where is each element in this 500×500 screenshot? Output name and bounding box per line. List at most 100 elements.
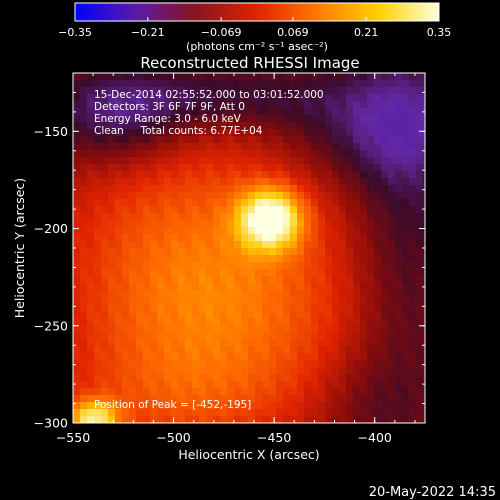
heatmap-cell <box>297 94 305 102</box>
heatmap-cell <box>388 269 396 277</box>
heatmap-cell <box>227 416 235 423</box>
heatmap-cell <box>290 388 298 396</box>
heatmap-cell <box>290 304 298 312</box>
heatmap-cell <box>87 101 95 109</box>
heatmap-cell <box>108 262 116 270</box>
heatmap-cell <box>129 402 137 410</box>
heatmap-cell <box>227 122 235 130</box>
heatmap-cell <box>304 94 312 102</box>
heatmap-cell <box>150 108 158 116</box>
heatmap-cell <box>325 213 333 221</box>
heatmap-cell <box>157 311 165 319</box>
heatmap-cell <box>402 241 410 249</box>
heatmap-cell <box>234 255 242 263</box>
heatmap-cell <box>241 402 249 410</box>
heatmap-cell <box>416 227 424 235</box>
heatmap-cell <box>136 318 144 326</box>
heatmap-cell <box>171 87 179 95</box>
heatmap-cell <box>367 255 375 263</box>
heatmap-cell <box>213 213 221 221</box>
heatmap-cell <box>262 143 270 151</box>
heatmap-cell <box>101 402 109 410</box>
heatmap-cell <box>178 234 186 242</box>
heatmap-cell <box>199 171 207 179</box>
heatmap-cell <box>157 304 165 312</box>
heatmap-cell <box>80 346 88 354</box>
heatmap-cell <box>360 206 368 214</box>
heatmap-cell <box>213 192 221 200</box>
heatmap-cell <box>332 395 340 403</box>
heatmap-cell <box>241 157 249 165</box>
heatmap-cell <box>136 388 144 396</box>
heatmap-cell <box>206 262 214 270</box>
heatmap-cell <box>122 402 130 410</box>
heatmap-cell <box>129 164 137 172</box>
heatmap-cell <box>87 360 95 368</box>
heatmap-cell <box>395 164 403 172</box>
heatmap-cell <box>304 101 312 109</box>
heatmap-cell <box>388 73 396 81</box>
heatmap-cell <box>80 213 88 221</box>
heatmap-cell <box>80 276 88 284</box>
heatmap-cell <box>255 136 263 144</box>
heatmap-cell <box>423 73 425 81</box>
heatmap-cell <box>374 416 382 423</box>
heatmap-cell <box>332 157 340 165</box>
heatmap-cell <box>353 332 361 340</box>
heatmap-cell <box>353 220 361 228</box>
heatmap-cell <box>283 283 291 291</box>
heatmap-cell <box>367 402 375 410</box>
heatmap-cell <box>332 311 340 319</box>
heatmap-cell <box>283 318 291 326</box>
heatmap-cell <box>234 241 242 249</box>
heatmap-cell <box>353 304 361 312</box>
heatmap-cell <box>157 374 165 382</box>
heatmap-cell <box>269 381 277 389</box>
heatmap-cell <box>276 199 284 207</box>
heatmap-cell <box>381 304 389 312</box>
y-axis-tick-label: −200 <box>34 221 68 236</box>
heatmap-cell <box>311 164 319 172</box>
heatmap-cell <box>227 80 235 88</box>
heatmap-cell <box>206 234 214 242</box>
heatmap-cell <box>143 381 151 389</box>
heatmap-cell <box>332 227 340 235</box>
heatmap-cell <box>101 122 109 130</box>
heatmap-cell <box>388 248 396 256</box>
heatmap-cell <box>101 374 109 382</box>
heatmap-cell <box>360 94 368 102</box>
heatmap-cell <box>395 255 403 263</box>
heatmap-cell <box>339 73 347 81</box>
heatmap-cell <box>157 73 165 81</box>
heatmap-cell <box>311 136 319 144</box>
heatmap-cell <box>339 227 347 235</box>
heatmap-cell <box>388 388 396 396</box>
heatmap-cell <box>108 304 116 312</box>
heatmap-cell <box>199 122 207 130</box>
heatmap-cell <box>325 304 333 312</box>
heatmap-cell <box>409 276 417 284</box>
heatmap-cell <box>269 304 277 312</box>
heatmap-cell <box>248 122 256 130</box>
heatmap-cell <box>115 136 123 144</box>
heatmap-cell <box>122 304 130 312</box>
heatmap-cell <box>87 325 95 333</box>
heatmap-cell <box>395 353 403 361</box>
heatmap-cell <box>346 136 354 144</box>
heatmap-cell <box>87 283 95 291</box>
heatmap-cell <box>311 402 319 410</box>
heatmap-cell <box>269 255 277 263</box>
heatmap-cell <box>80 353 88 361</box>
heatmap-cell <box>402 346 410 354</box>
heatmap-cell <box>402 409 410 417</box>
heatmap-cell <box>108 395 116 403</box>
heatmap-cell <box>283 220 291 228</box>
heatmap-cell <box>234 374 242 382</box>
heatmap-cell <box>409 241 417 249</box>
heatmap-cell <box>122 220 130 228</box>
heatmap-cell <box>269 360 277 368</box>
heatmap-cell <box>185 332 193 340</box>
heatmap-cell <box>248 206 256 214</box>
heatmap-cell <box>143 283 151 291</box>
heatmap-cell <box>416 339 424 347</box>
